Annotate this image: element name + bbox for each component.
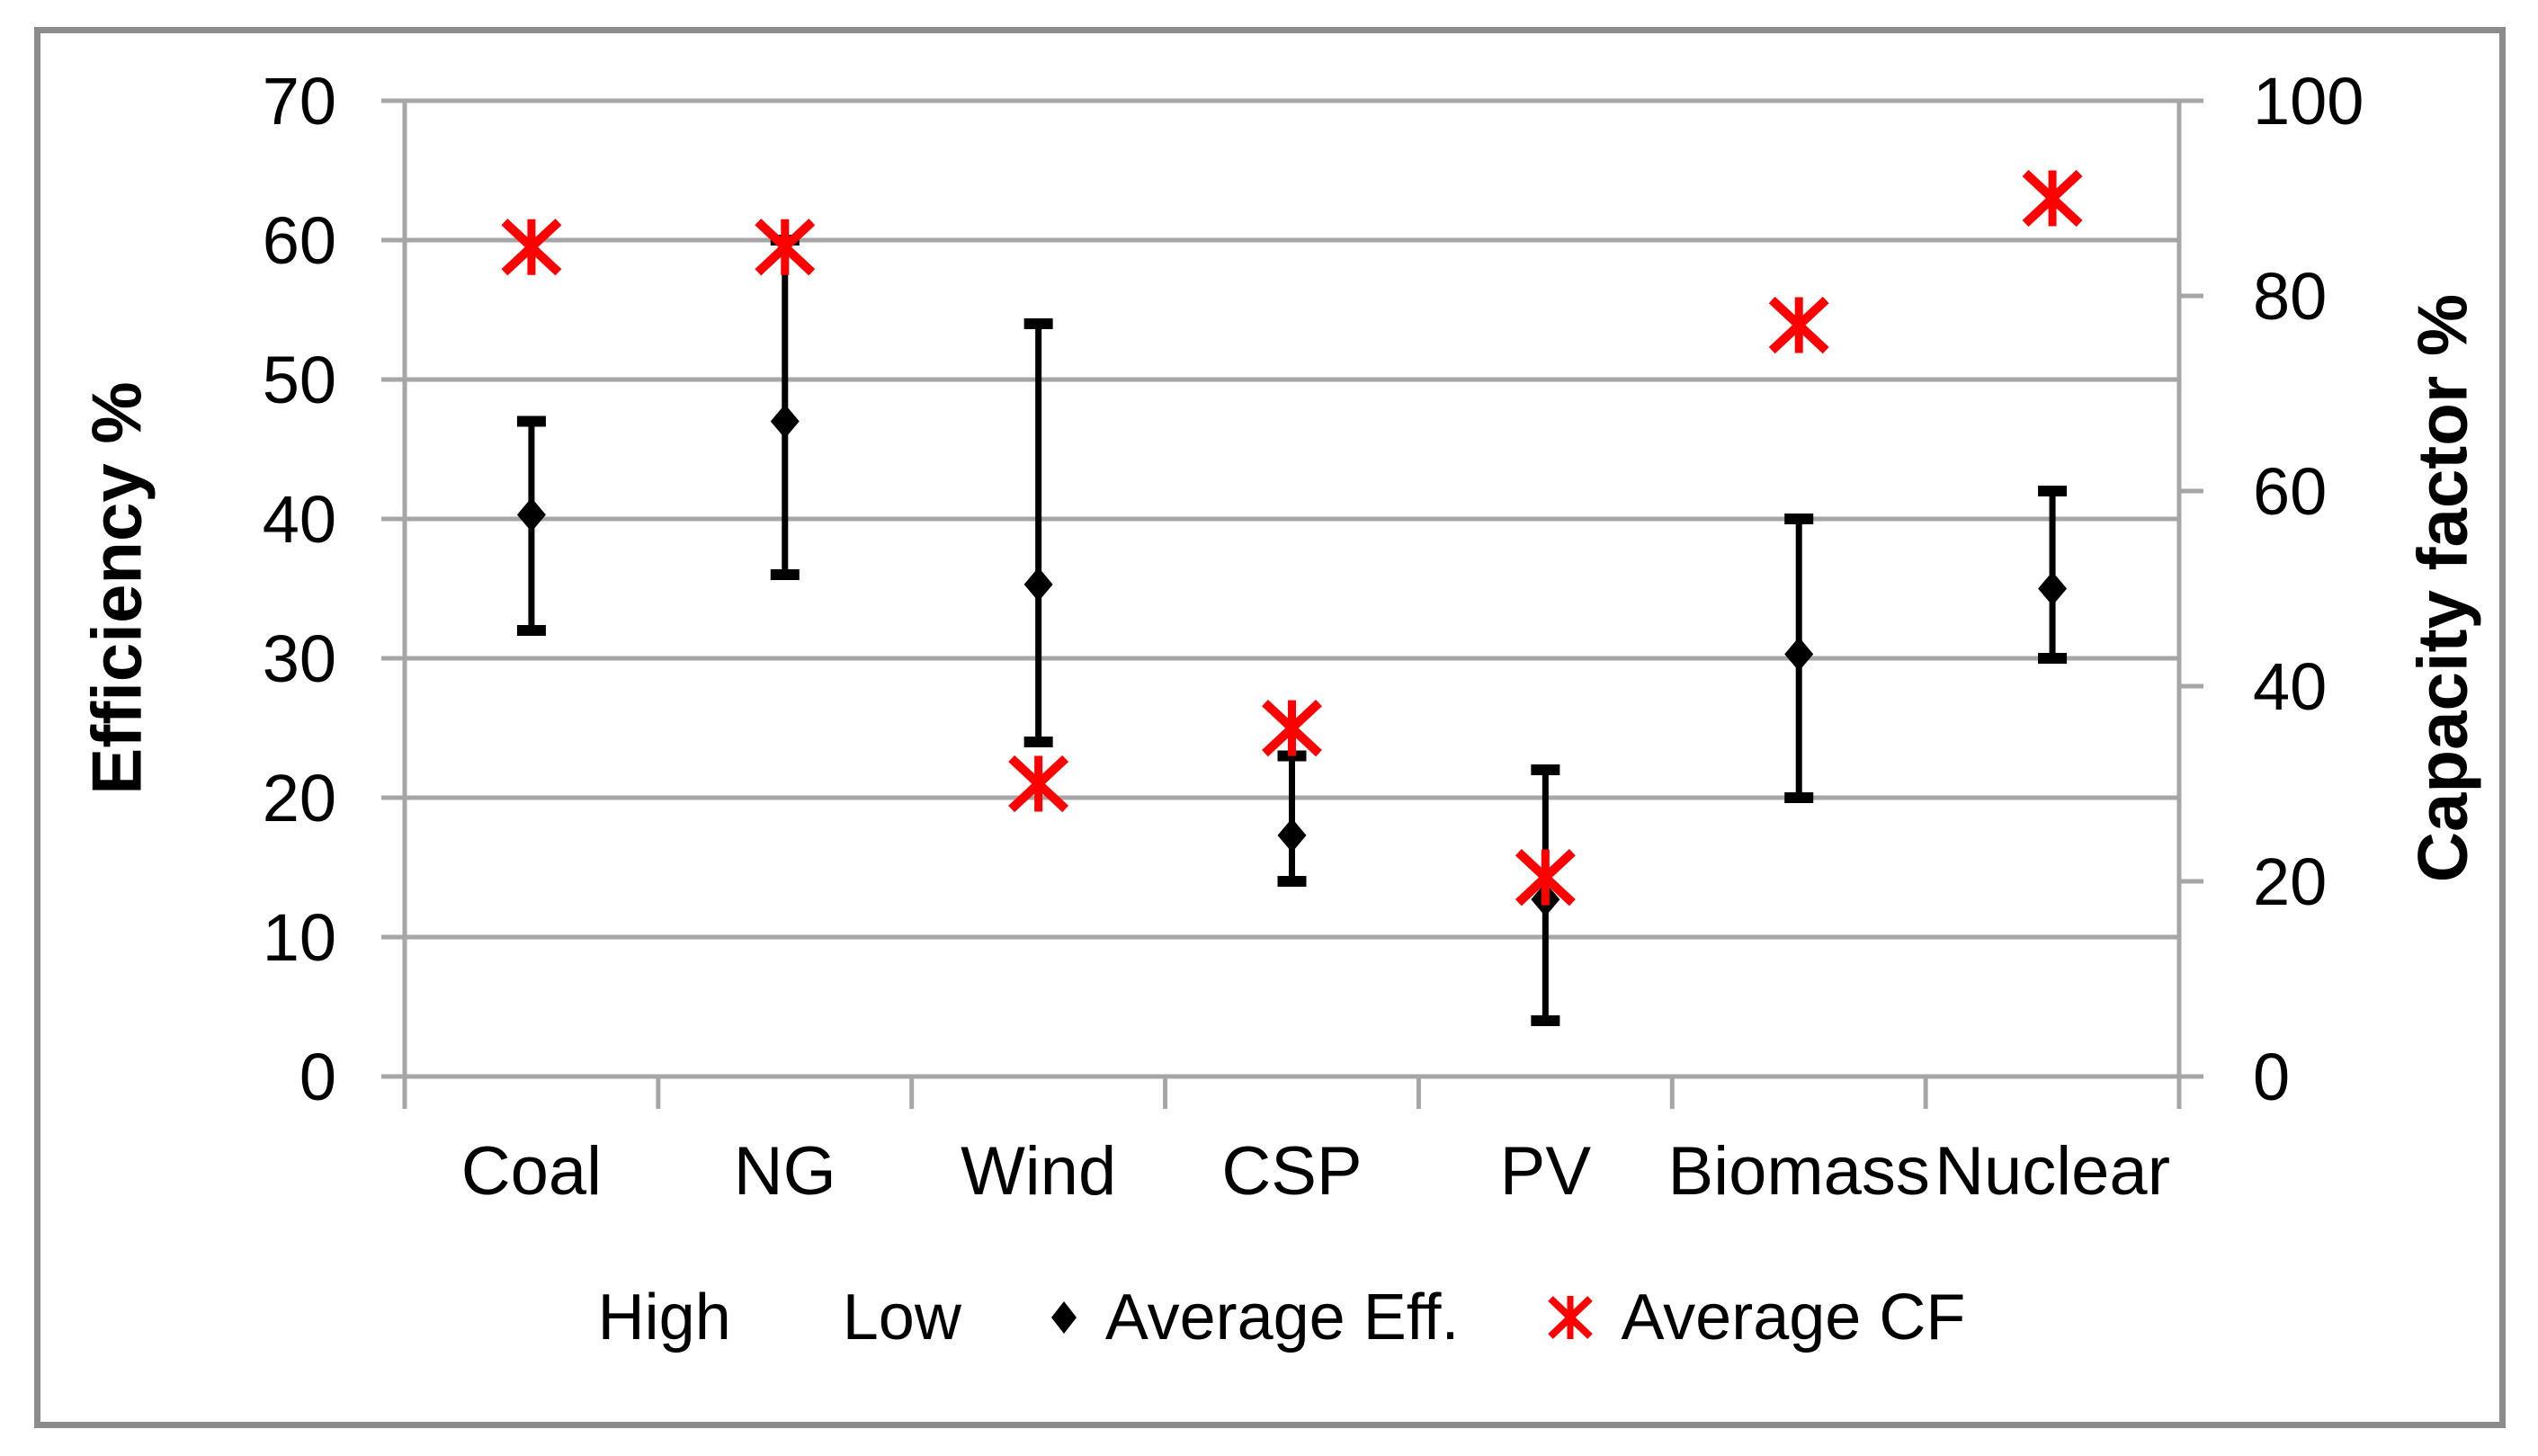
average-eff-marker: [1277, 817, 1307, 853]
legend-item-low: Low: [818, 1281, 961, 1354]
right-axis-tick-label: 100: [2253, 64, 2364, 138]
left-axis-tick-label: 40: [263, 482, 336, 557]
average-eff-marker: [1023, 567, 1053, 602]
legend-red-asterisk-icon: [1545, 1292, 1595, 1343]
legend-item-average-cf: Average CF: [1545, 1281, 1965, 1354]
left-axis-tick-label: 50: [263, 343, 336, 417]
average-eff-marker: [770, 404, 800, 439]
left-axis-tick-label: 20: [263, 761, 336, 835]
left-axis-tick-label: 10: [263, 900, 336, 975]
category-label: NG: [734, 1133, 836, 1210]
category-label: PV: [1500, 1133, 1592, 1210]
right-axis-tick-label: 0: [2253, 1040, 2290, 1114]
right-axis-tick-label: 80: [2253, 259, 2327, 334]
legend-label: Average CF: [1621, 1282, 1966, 1353]
chart-legend: High Low Average Eff. Average CF: [0, 1281, 2538, 1354]
legend-label: High: [597, 1282, 731, 1353]
average-eff-marker: [2038, 571, 2068, 606]
legend-diamond-icon: [1048, 1298, 1080, 1337]
right-axis-title: Capacity factor %: [2402, 293, 2482, 883]
left-axis-title: Efficiency %: [76, 381, 156, 795]
right-axis-tick-label: 20: [2253, 844, 2327, 919]
left-axis-tick-label: 70: [263, 64, 336, 138]
legend-label: Low: [842, 1282, 961, 1353]
legend-item-average-eff: Average Eff.: [1048, 1281, 1460, 1354]
right-axis-tick-label: 40: [2253, 649, 2327, 724]
right-axis-tick-label: 60: [2253, 454, 2327, 529]
category-label: Nuclear: [1935, 1133, 2170, 1210]
left-axis-tick-label: 0: [299, 1040, 336, 1114]
legend-label: Average Eff.: [1104, 1282, 1460, 1353]
left-axis-tick-label: 60: [263, 203, 336, 278]
chart-outer-border: [34, 27, 2506, 1428]
average-eff-marker: [516, 497, 546, 532]
category-label: Biomass: [1668, 1133, 1930, 1210]
category-label: Wind: [961, 1133, 1116, 1210]
average-eff-marker: [1784, 637, 1814, 672]
category-label: Coal: [461, 1133, 602, 1210]
category-label: CSP: [1221, 1133, 1362, 1210]
left-axis-tick-label: 30: [263, 621, 336, 696]
legend-item-high: High: [573, 1281, 731, 1354]
